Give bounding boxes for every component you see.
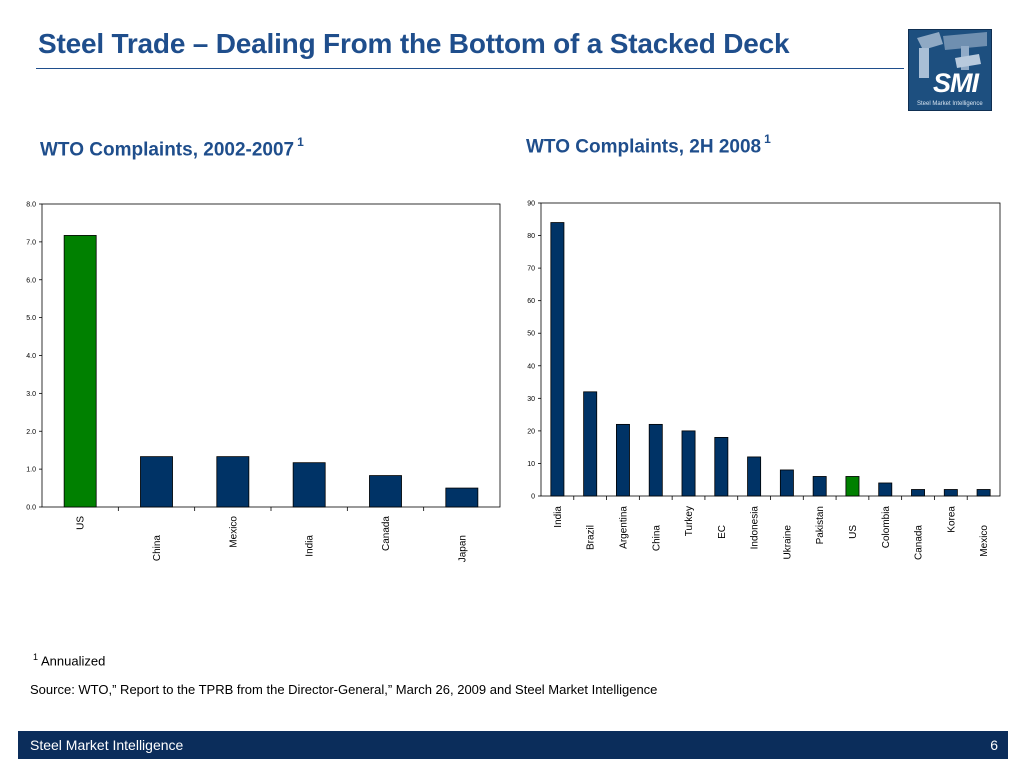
- right-chart-x-label-pakistan: Pakistan: [815, 506, 826, 544]
- right-chart-y-tick-label: 60: [527, 298, 535, 305]
- left-chart-bar-canada: [369, 475, 402, 508]
- right-chart-y-tick-label: 70: [527, 266, 535, 273]
- right-chart-x-label-colombia: Colombia: [881, 506, 892, 549]
- right-chart-y-tick-label: 0: [531, 494, 535, 501]
- right-chart-bar-turkey: [681, 430, 696, 497]
- right-chart-x-label-india: India: [553, 506, 564, 528]
- right-chart-y-tick-label: 40: [527, 363, 535, 370]
- left-chart-y-tick-label: 8.0: [26, 202, 36, 209]
- right-chart-bar-pakistan: [812, 476, 827, 497]
- right-chart-bar-brazil: [583, 391, 598, 497]
- slide-title: Steel Trade – Dealing From the Bottom of…: [38, 28, 790, 59]
- source-note: Source: WTO,” Report to the TPRB from th…: [30, 682, 658, 697]
- title-divider: [36, 68, 904, 69]
- left-chart-x-label-mexico: Mexico: [228, 516, 239, 548]
- footer-bar: Steel Market Intelligence 6: [18, 731, 1008, 759]
- chart-title-left-text: WTO Complaints, 2002-2007: [40, 139, 295, 161]
- left-chart-x-label-india: India: [305, 535, 316, 557]
- right-chart-y-tick-label: 50: [527, 331, 535, 338]
- chart-title-left-superscript: 1: [297, 135, 304, 149]
- left-chart-bar-mexico: [216, 456, 250, 508]
- left-chart-bar-us: [63, 235, 97, 508]
- right-chart-bar-india: [550, 222, 565, 497]
- right-chart-bar-indonesia: [747, 456, 762, 497]
- left-chart-bar-india: [292, 462, 326, 508]
- chart-title-right-text: WTO Complaints, 2H 2008: [526, 136, 762, 158]
- right-chart-x-label-korea: Korea: [946, 506, 957, 533]
- right-chart-y-tick-label: 10: [527, 461, 535, 468]
- right-chart-bar-mexico: [976, 489, 991, 497]
- right-chart-bar-colombia: [878, 482, 893, 497]
- footnote: 1 Annualized: [33, 652, 105, 668]
- left-chart-x-label-us: US: [76, 516, 87, 530]
- right-chart-x-label-turkey: Turkey: [684, 506, 695, 536]
- left-chart-y-tick-label: 7.0: [26, 239, 36, 246]
- right-chart-bar-canada: [911, 489, 925, 497]
- logo-subtext: Steel Market Intelligence: [917, 101, 983, 107]
- right-chart-y-tick-label: 80: [527, 233, 535, 240]
- left-chart-x-label-canada: Canada: [381, 516, 392, 551]
- left-chart-y-tick-label: 6.0: [26, 277, 36, 284]
- left-chart-bar-japan: [445, 487, 479, 508]
- right-chart-y-tick-label: 20: [527, 428, 535, 435]
- left-chart-x-label-china: China: [152, 535, 163, 562]
- footer-label: Steel Market Intelligence: [30, 737, 184, 753]
- right-chart-x-label-argentina: Argentina: [618, 506, 629, 549]
- logo-wordmark: SMI: [933, 68, 979, 98]
- right-chart-x-label-indonesia: Indonesia: [750, 506, 761, 550]
- footnote-marker: 1: [33, 652, 39, 662]
- right-chart-x-label-canada: Canada: [914, 525, 925, 560]
- left-chart-y-tick-label: 3.0: [26, 391, 36, 398]
- chart-title-left: WTO Complaints, 2002-2007 1: [40, 135, 304, 161]
- right-chart-x-label-ukraine: Ukraine: [782, 525, 793, 560]
- right-chart-bar-us: [845, 476, 860, 497]
- right-chart-bar-ukraine: [779, 469, 794, 497]
- right-chart-y-tick-label: 30: [527, 396, 535, 403]
- right-chart-bar-argentina: [616, 423, 630, 497]
- left-chart-y-tick-label: 5.0: [26, 315, 36, 322]
- right-chart-x-label-us: US: [848, 525, 859, 539]
- right-chart-x-label-brazil: Brazil: [586, 525, 597, 550]
- left-chart-y-tick-label: 2.0: [26, 429, 36, 436]
- footnote-text: Annualized: [41, 653, 106, 669]
- right-chart-bar-korea: [943, 489, 958, 497]
- chart-title-right: WTO Complaints, 2H 2008 1: [526, 132, 771, 158]
- chart-title-right-superscript: 1: [764, 132, 771, 146]
- page-number: 6: [990, 737, 998, 753]
- right-chart-bar-ec: [714, 436, 729, 497]
- right-chart-plot-frame: [540, 202, 1001, 497]
- left-chart-bar-china: [140, 456, 173, 508]
- left-chart-x-label-japan: Japan: [457, 535, 468, 562]
- right-chart-bar-china: [648, 423, 663, 497]
- right-chart-x-label-china: China: [651, 525, 662, 552]
- left-chart-y-tick-label: 1.0: [26, 467, 36, 474]
- left-chart-y-tick-label: 0.0: [26, 505, 36, 512]
- right-chart-x-label-mexico: Mexico: [979, 525, 990, 557]
- right-chart-x-label-ec: EC: [717, 525, 728, 539]
- left-chart-y-tick-label: 4.0: [26, 353, 36, 360]
- smi-logo: SMI Steel Market Intelligence: [908, 29, 992, 111]
- right-chart-y-tick-label: 90: [527, 201, 535, 208]
- steel-beam-icon: [917, 32, 987, 78]
